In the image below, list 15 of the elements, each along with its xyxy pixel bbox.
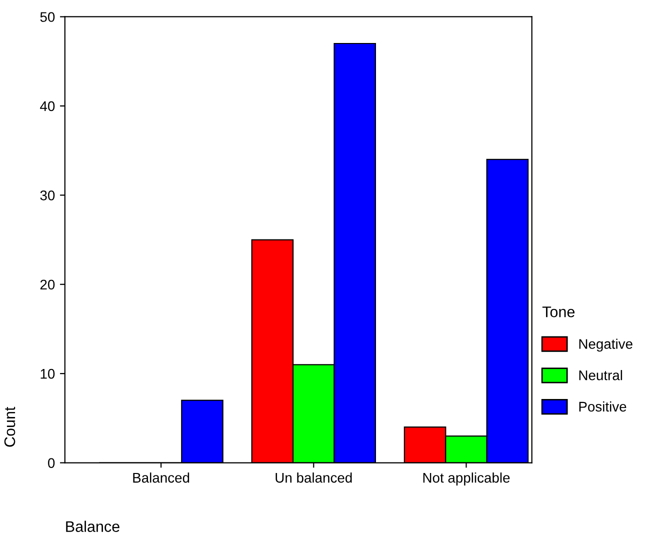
- y-tick-label: 30: [40, 190, 55, 200]
- y-tick-label: 40: [40, 101, 55, 112]
- y-tick-label: 20: [40, 280, 55, 290]
- x-tick-label: Balanced: [133, 472, 190, 483]
- y-axis-title: Count: [4, 406, 16, 447]
- legend-label: Negative: [579, 338, 632, 352]
- legend-title: Tone: [542, 306, 575, 318]
- x-axis-title: Balance: [66, 520, 120, 532]
- legend-label: Positive: [579, 401, 626, 412]
- x-tick-label: Un balanced: [276, 472, 352, 483]
- y-tick-label: 50: [40, 12, 55, 22]
- y-tick-label: 0: [48, 458, 55, 468]
- legend-label: Neutral: [579, 370, 622, 380]
- x-tick-label: Not applicable: [423, 472, 510, 486]
- y-tick-label: 10: [40, 368, 55, 379]
